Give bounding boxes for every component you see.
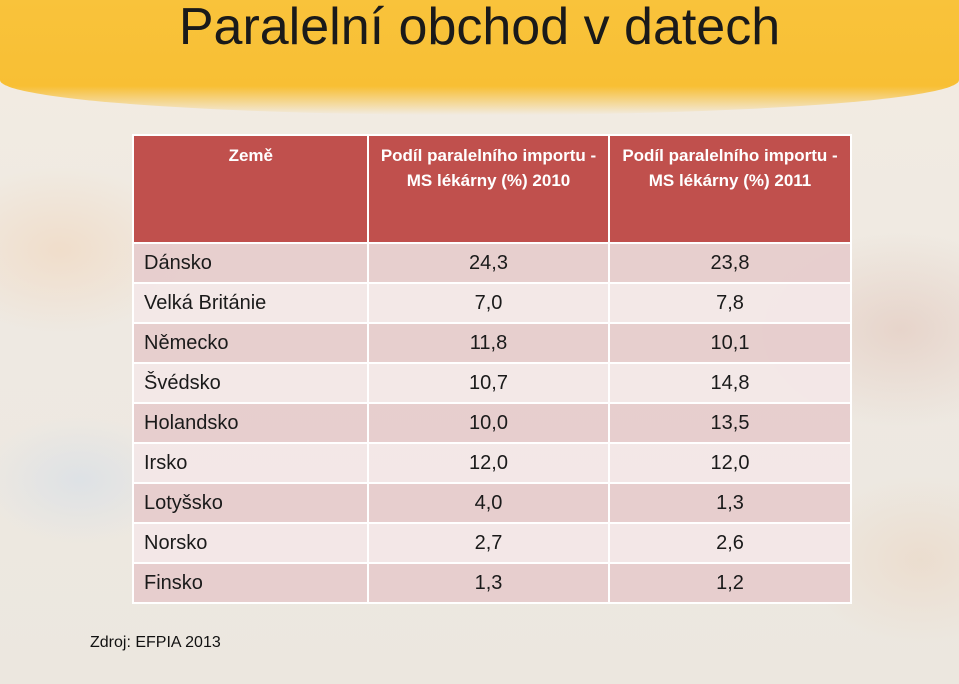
- cell-2011: 12,0: [608, 442, 852, 484]
- cell-2011: 10,1: [608, 322, 852, 364]
- cell-2010: 11,8: [367, 322, 610, 364]
- cell-2011: 13,5: [608, 402, 852, 444]
- cell-country: Dánsko: [132, 242, 369, 284]
- column-header-2010: Podíl paralelního importu - MS lékárny (…: [367, 134, 610, 244]
- cell-country: Německo: [132, 322, 369, 364]
- page-title: Paralelní obchod v datech: [178, 0, 781, 56]
- data-table: Země Podíl paralelního importu - MS léká…: [132, 134, 852, 604]
- table-row: Velká Británie 7,0 7,8: [132, 282, 852, 324]
- cell-2011: 14,8: [608, 362, 852, 404]
- table-row: Irsko 12,0 12,0: [132, 442, 852, 484]
- cell-2011: 1,3: [608, 482, 852, 524]
- cell-2010: 24,3: [367, 242, 610, 284]
- cell-2010: 2,7: [367, 522, 610, 564]
- table-row: Norsko 2,7 2,6: [132, 522, 852, 564]
- table-row: Dánsko 24,3 23,8: [132, 242, 852, 284]
- cell-2010: 10,0: [367, 402, 610, 444]
- table-row: Holandsko 10,0 13,5: [132, 402, 852, 444]
- cell-2010: 4,0: [367, 482, 610, 524]
- cell-2010: 1,3: [367, 562, 610, 604]
- cell-country: Holandsko: [132, 402, 369, 444]
- cell-country: Finsko: [132, 562, 369, 604]
- cell-2010: 12,0: [367, 442, 610, 484]
- table-row: Lotyšsko 4,0 1,3: [132, 482, 852, 524]
- cell-2010: 7,0: [367, 282, 610, 324]
- cell-country: Irsko: [132, 442, 369, 484]
- cell-country: Velká Británie: [132, 282, 369, 324]
- cell-2011: 2,6: [608, 522, 852, 564]
- table-row: Německo 11,8 10,1: [132, 322, 852, 364]
- table-header-row: Země Podíl paralelního importu - MS léká…: [132, 134, 852, 244]
- column-header-2011: Podíl paralelního importu - MS lékárny (…: [608, 134, 852, 244]
- cell-2011: 7,8: [608, 282, 852, 324]
- cell-2011: 23,8: [608, 242, 852, 284]
- cell-country: Norsko: [132, 522, 369, 564]
- cell-2011: 1,2: [608, 562, 852, 604]
- source-note: Zdroj: EFPIA 2013: [90, 634, 221, 651]
- table-row: Švédsko 10,7 14,8: [132, 362, 852, 404]
- cell-2010: 10,7: [367, 362, 610, 404]
- cell-country: Švédsko: [132, 362, 369, 404]
- column-header-country: Země: [132, 134, 369, 244]
- cell-country: Lotyšsko: [132, 482, 369, 524]
- title-banner: [0, 0, 959, 115]
- table-row: Finsko 1,3 1,2: [132, 562, 852, 604]
